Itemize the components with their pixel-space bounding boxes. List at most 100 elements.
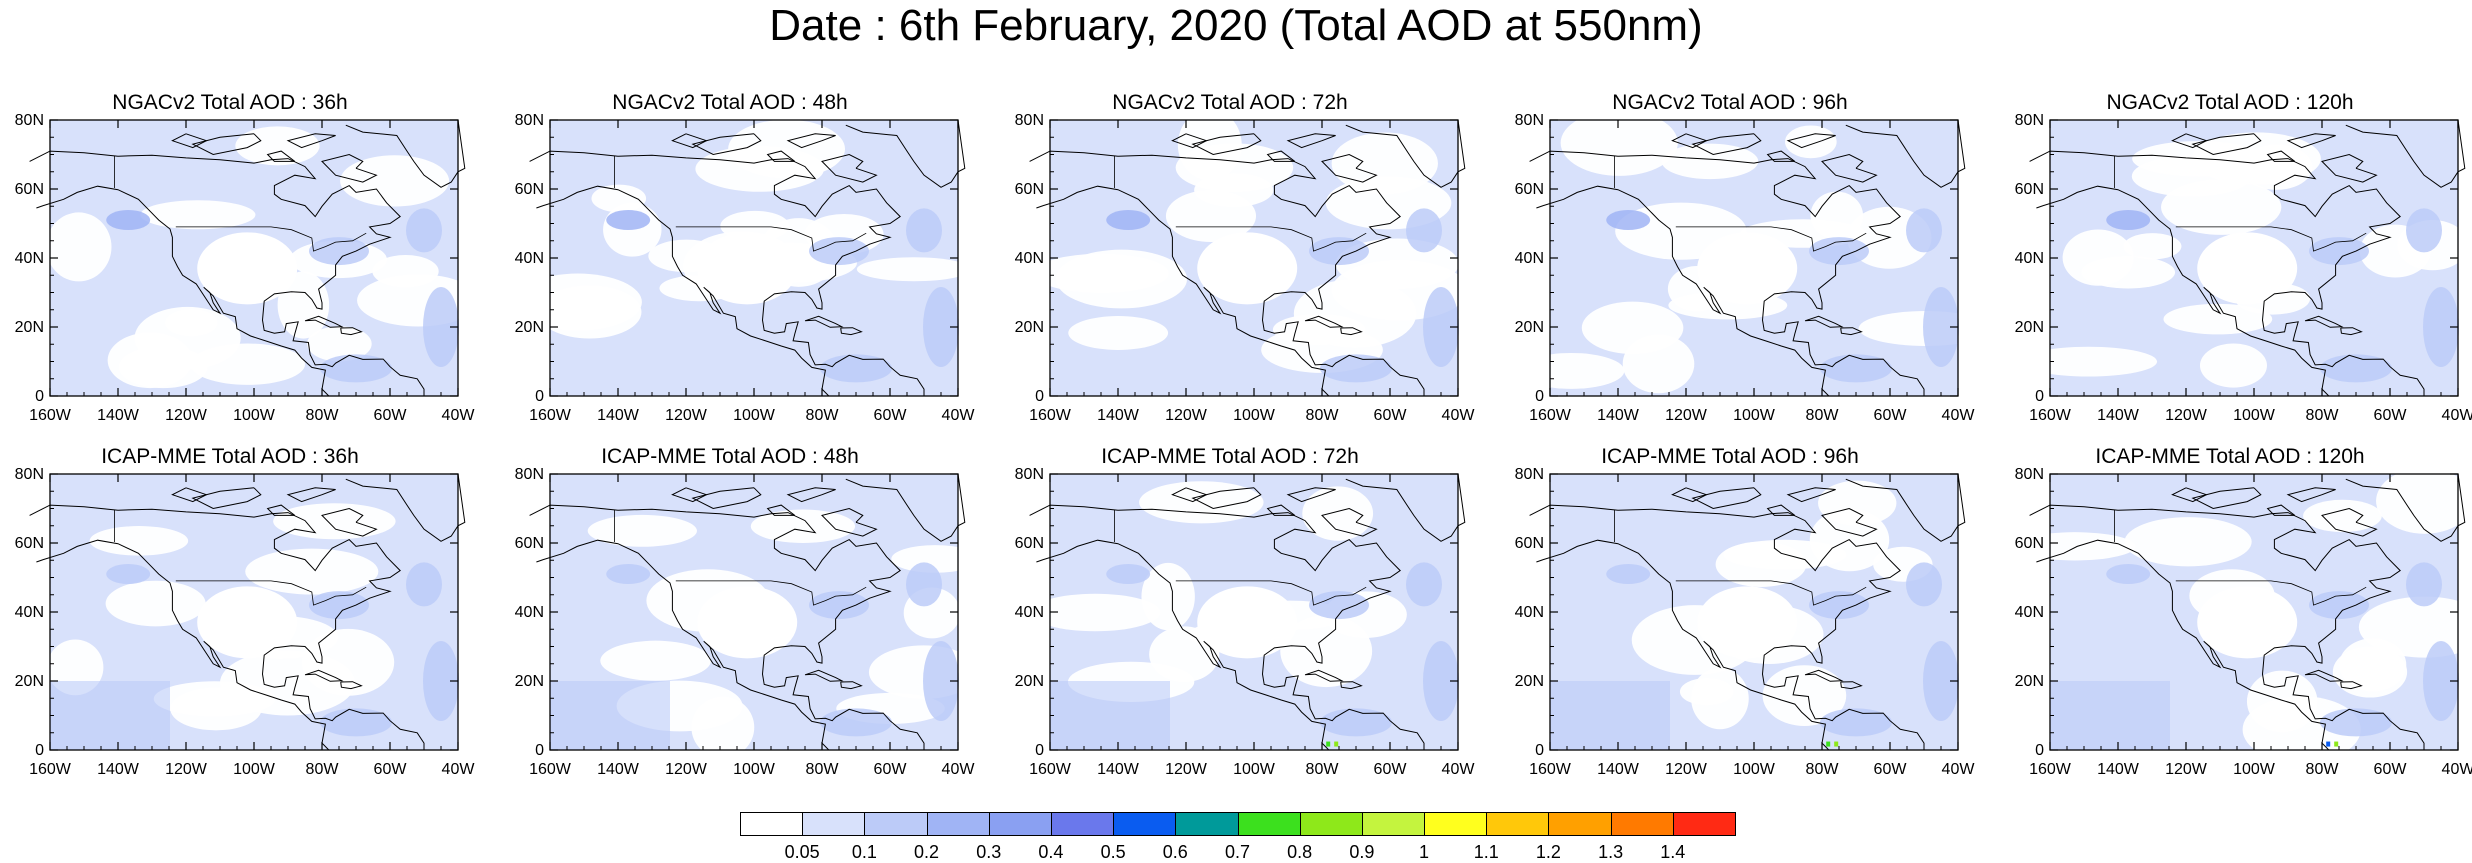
- coastline: [1529, 150, 1925, 396]
- aod-low-patch: [245, 548, 379, 595]
- x-tick-label: 120W: [665, 407, 708, 424]
- colorbar-swatch: [864, 812, 928, 836]
- aod-low-patch: [1197, 586, 1298, 659]
- aod-low-patch: [1785, 125, 1837, 159]
- island-outline: [171, 133, 208, 149]
- x-tick-label: 140W: [1097, 761, 1140, 778]
- aod-low-patch: [697, 586, 798, 659]
- island-outline: [191, 487, 262, 510]
- coastline: [1345, 119, 1466, 188]
- coastline: [1804, 669, 1844, 682]
- x-tick-label: 140W: [1597, 407, 1640, 424]
- y-tick-label: 80N: [1015, 112, 1044, 129]
- x-tick-label: 120W: [1165, 407, 1208, 424]
- island-outline: [766, 150, 796, 162]
- colorbar-swatch: [1299, 812, 1363, 836]
- aod-low-patch: [587, 514, 697, 547]
- aod-map: 160W 140W 120W 100W 80W 60W 40W 0 20N 40N 60N 80N: [1515, 466, 1976, 778]
- x-tick-label: 100W: [2233, 407, 2276, 424]
- aod-low-patch: [105, 580, 206, 627]
- aod-low-patch: [357, 274, 480, 327]
- map-panel: NGACv2 Total AOD : 96h 160W 140W 120W 100W 80…: [1500, 90, 1993, 424]
- island-outline: [1321, 507, 1378, 537]
- y-tick-label: 60N: [515, 181, 544, 198]
- coastline: [340, 681, 363, 690]
- aod-high-patch: [820, 354, 892, 383]
- y-tick-label: 40N: [1515, 250, 1544, 267]
- coastlines: [1029, 119, 1466, 397]
- colorbar-label: 0.4: [1038, 842, 1064, 862]
- aod-high-patch: [1309, 591, 1369, 620]
- y-tick-label: 0: [35, 388, 44, 405]
- coastline: [1029, 150, 1425, 396]
- aod-high-patch: [1820, 708, 1892, 737]
- aod-high-patch: [423, 287, 459, 367]
- panel-title: NGACv2 Total AOD : 96h: [1612, 91, 1848, 114]
- aod-high-patch: [1423, 641, 1459, 721]
- coastline: [2304, 669, 2344, 682]
- aod-high-patch: [2309, 237, 2369, 266]
- x-tick-label: 80W: [1306, 407, 1340, 424]
- x-tick-label: 160W: [529, 407, 572, 424]
- island-outline: [266, 150, 296, 162]
- x-tick-label: 60W: [2374, 761, 2408, 778]
- coastline: [36, 539, 330, 751]
- colorbar-label: 0.5: [1100, 842, 1126, 862]
- island-outline: [691, 487, 762, 510]
- aod-high-patch: [309, 237, 369, 266]
- coastline: [840, 327, 863, 336]
- map-panel: ICAP-MME Total AOD : 120h 160W 140W 120W 100…: [2000, 444, 2472, 778]
- aod-high-patch: [1606, 210, 1651, 231]
- colorbar-swatch: [802, 812, 866, 836]
- island-outline: [1266, 504, 1296, 516]
- y-tick-label: 40N: [515, 604, 544, 621]
- aod-low-patch: [2246, 670, 2318, 733]
- island-outline: [766, 504, 796, 516]
- national-border: [1675, 226, 1867, 252]
- panel-title: ICAP-MME Total AOD : 48h: [601, 445, 859, 468]
- aod-low-patch: [697, 232, 798, 305]
- aod-low-patch: [891, 545, 980, 573]
- x-tick-label: 60W: [1374, 761, 1408, 778]
- national-border: [675, 226, 867, 252]
- panel-title: ICAP-MME Total AOD : 72h: [1101, 445, 1359, 468]
- island-outline: [1766, 504, 1796, 516]
- x-tick-label: 80W: [806, 761, 840, 778]
- aod-high-patch: [1820, 354, 1892, 383]
- x-tick-label: 40W: [442, 407, 476, 424]
- x-tick-label: 120W: [665, 761, 708, 778]
- x-tick-label: 40W: [942, 407, 976, 424]
- coastline: [840, 681, 863, 690]
- aod-low-patch: [2163, 303, 2273, 335]
- coastline: [2036, 185, 2330, 397]
- coastline: [36, 185, 330, 397]
- island-outline: [286, 133, 336, 149]
- aod-low-patch: [1165, 189, 1257, 243]
- colorbar-swatch: [1237, 812, 1301, 836]
- aod-low-patch: [691, 696, 755, 759]
- aod-high-patch: [320, 354, 392, 383]
- aod-low-patch: [2197, 232, 2298, 305]
- x-tick-label: 40W: [1442, 407, 1476, 424]
- aod-high-patch: [906, 562, 942, 607]
- island-outline: [2321, 153, 2378, 183]
- y-tick-label: 60N: [1515, 181, 1544, 198]
- y-tick-label: 20N: [1515, 673, 1544, 690]
- island-outline: [1171, 487, 1208, 503]
- x-tick-label: 60W: [374, 761, 408, 778]
- colorbar-label: 1.1: [1473, 842, 1499, 862]
- x-tick-label: 60W: [1374, 407, 1408, 424]
- y-tick-label: 40N: [515, 250, 544, 267]
- island-outline: [2191, 133, 2262, 156]
- aod-low-patch: [1560, 110, 1678, 176]
- national-border: [175, 580, 367, 606]
- aod-low-patch: [591, 184, 647, 213]
- island-outline: [2266, 150, 2296, 162]
- aod-low-patch: [1302, 486, 1374, 541]
- coastline: [2340, 327, 2363, 336]
- aod-low-patch: [2376, 468, 2472, 534]
- x-tick-label: 100W: [233, 407, 276, 424]
- island-outline: [1671, 487, 1708, 503]
- y-tick-label: 0: [535, 388, 544, 405]
- x-tick-label: 60W: [874, 761, 908, 778]
